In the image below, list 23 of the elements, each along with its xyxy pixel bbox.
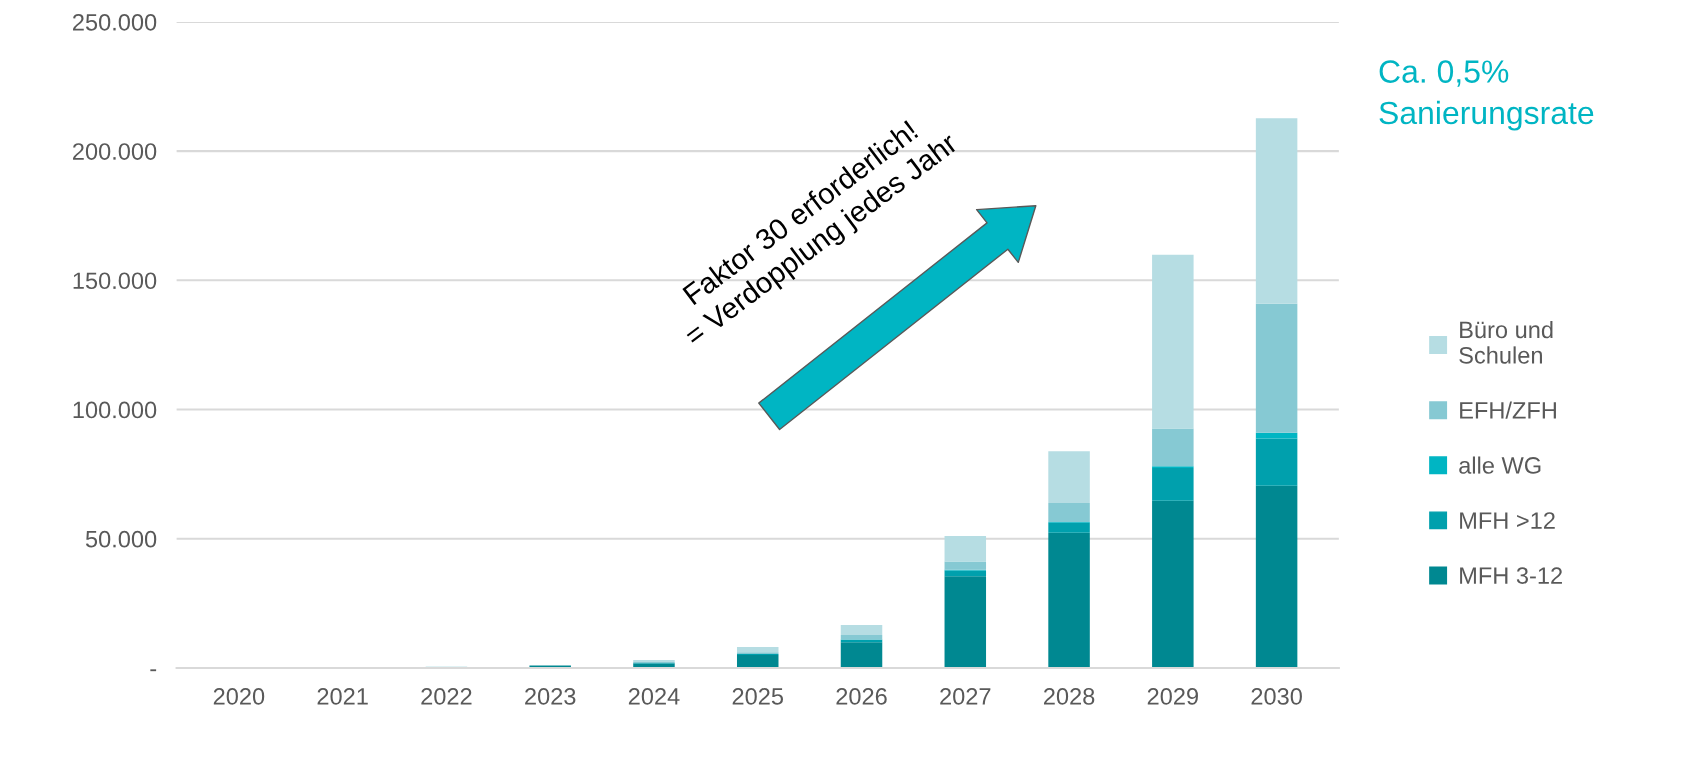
x-tick-label: 2024 xyxy=(628,688,680,705)
x-tick-label: 2025 xyxy=(732,688,784,705)
x-tick-label: 2027 xyxy=(940,688,991,705)
x-tick-label: 2030 xyxy=(1251,688,1302,705)
legend-label: MFH 3-12 xyxy=(1460,567,1562,584)
y-tick-label: 100.000 xyxy=(73,401,157,419)
x-tick-label: 2026 xyxy=(836,688,887,705)
legend-label: alle WG xyxy=(1459,456,1541,474)
x-tick-label: 2023 xyxy=(525,688,576,705)
x-tick-label: 2029 xyxy=(1147,688,1198,705)
y-tick-label: 250.000 xyxy=(73,13,157,31)
x-tick-label: 2020 xyxy=(213,688,265,705)
y-tick-label: 150.000 xyxy=(73,272,157,290)
y-tick-label: - xyxy=(150,669,157,672)
x-tick-label: 2021 xyxy=(317,688,368,705)
legend-label: EFH/ZFH xyxy=(1460,401,1556,419)
y-tick-label: 50.000 xyxy=(85,530,157,548)
x-tick-label: 2028 xyxy=(1043,688,1095,705)
y-tick-label: 200.000 xyxy=(73,143,157,160)
x-tick-label: 2022 xyxy=(421,688,472,705)
legend-label: Büro und Schulen xyxy=(1459,320,1553,364)
text: Ca. 0,5% Sanierungsrate xyxy=(1379,60,1594,131)
legend-label: MFH >12 xyxy=(1460,512,1555,529)
